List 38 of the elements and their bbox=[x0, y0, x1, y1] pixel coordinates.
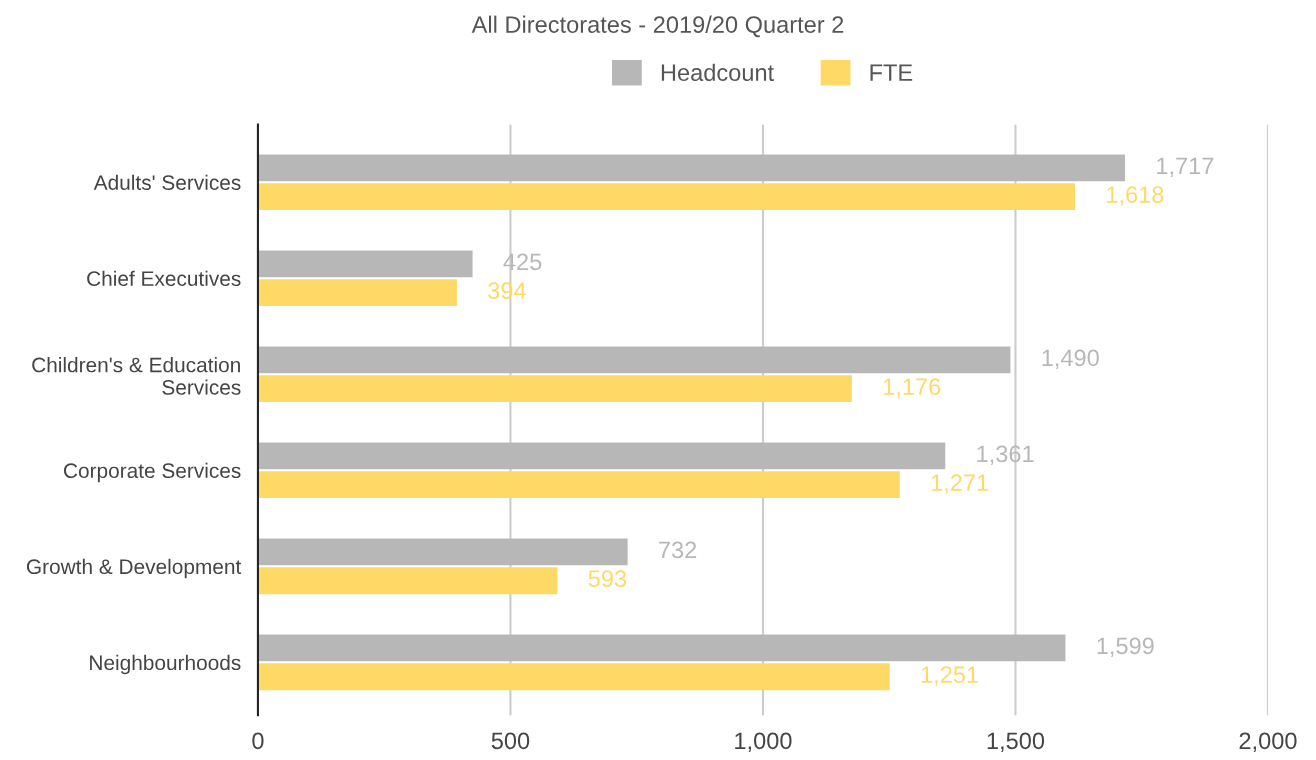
data-label: 1,490 bbox=[1042, 349, 1099, 370]
y-tick-label: Growth & Development bbox=[26, 558, 242, 579]
bar bbox=[257, 663, 890, 691]
bar bbox=[257, 279, 457, 307]
legend-label: Headcount bbox=[661, 63, 774, 82]
data-label: 1,361 bbox=[977, 445, 1034, 466]
bar bbox=[257, 250, 473, 278]
bar bbox=[257, 634, 1066, 662]
bar bbox=[257, 442, 946, 470]
chart-title: All Directorates - 2019/20 Quarter 2 bbox=[471, 15, 844, 38]
bar bbox=[257, 346, 1011, 374]
y-tick-label: Chief Executives bbox=[87, 270, 241, 287]
x-tick-label: 1,000 bbox=[735, 732, 792, 752]
x-tick-label: 1,500 bbox=[987, 732, 1045, 752]
x-tick-label: 0 bbox=[252, 732, 264, 750]
data-label: 593 bbox=[588, 570, 627, 588]
x-tick-label: 500 bbox=[491, 732, 530, 750]
data-label: 1,618 bbox=[1107, 186, 1164, 206]
data-label: 425 bbox=[503, 253, 542, 271]
data-label: 1,717 bbox=[1157, 157, 1214, 177]
x-tick-label: 2,000 bbox=[1239, 732, 1297, 752]
bar bbox=[257, 567, 558, 595]
y-tick-label: Corporate Services bbox=[64, 462, 241, 483]
data-label: 1,599 bbox=[1097, 637, 1154, 658]
data-label: 394 bbox=[488, 282, 526, 300]
bar bbox=[257, 471, 900, 499]
data-label: 732 bbox=[659, 541, 697, 559]
data-label: 1,271 bbox=[931, 474, 989, 494]
bar bbox=[257, 538, 628, 566]
data-label: 1,251 bbox=[921, 666, 978, 686]
data-label: 1,176 bbox=[883, 378, 941, 398]
legend-label: FTE bbox=[870, 64, 913, 81]
y-tick-label: Children's & Education Services bbox=[32, 357, 241, 395]
bar bbox=[257, 375, 852, 403]
bar bbox=[257, 154, 1126, 182]
y-tick-label: Neighbourhoods bbox=[90, 654, 241, 675]
y-tick-label: Adults' Services bbox=[93, 174, 241, 191]
bar bbox=[257, 183, 1076, 211]
